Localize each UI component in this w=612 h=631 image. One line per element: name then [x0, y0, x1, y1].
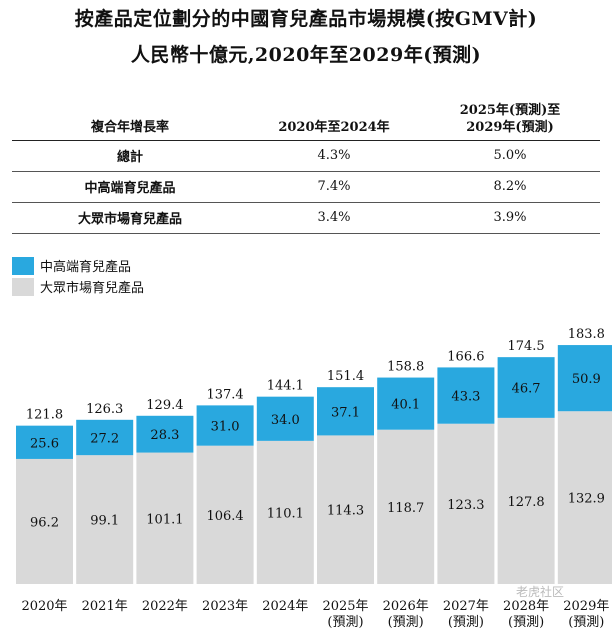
legend-label-mass: 大眾市場育兒產品	[40, 281, 145, 296]
data-label-mass: 110.1	[267, 506, 304, 521]
row-premium-v2: 8.2%	[493, 179, 527, 194]
data-label-premium: 40.1	[391, 398, 420, 413]
x-tick-label: 2022年	[142, 599, 188, 614]
x-tick-label: 2023年	[202, 599, 248, 614]
x-tick-label: 2028年	[503, 599, 549, 614]
row-total-v1: 4.3%	[317, 148, 351, 163]
data-label-total: 129.4	[146, 398, 183, 413]
bar-premium	[256, 396, 314, 441]
data-label-total: 166.6	[447, 349, 484, 364]
bar-mass	[497, 417, 555, 584]
x-tick-label: 2025年	[322, 599, 368, 614]
legend-item-premium: 中高端育兒產品	[12, 256, 131, 275]
chart-title: 按產品定位劃分的中國育兒產品市場規模(按GMV計)	[74, 8, 538, 30]
table-row: 總計 4.3% 5.0%	[12, 140, 600, 171]
x-tick-label: (預測)	[568, 615, 604, 630]
bar-premium	[377, 377, 435, 430]
data-label-mass: 123.3	[447, 498, 484, 513]
data-label-premium: 34.0	[271, 413, 300, 428]
data-label-mass: 101.1	[146, 512, 183, 527]
bar-mass	[437, 423, 495, 584]
row-mass-v2: 3.9%	[493, 210, 527, 225]
bar-premium	[76, 419, 134, 456]
cagr-table-header: 複合年增長率 2020年至2024年 2025年(預測)至 2029年(預測)	[12, 96, 600, 140]
data-label-mass: 106.4	[206, 509, 243, 524]
cagr-table: 複合年增長率 2020年至2024年 2025年(預測)至 2029年(預測) 總…	[12, 96, 600, 234]
data-label-premium: 37.1	[331, 405, 360, 420]
legend-swatch-premium	[12, 256, 34, 275]
bar-mass	[377, 429, 435, 584]
row-mass-v1: 3.4%	[317, 210, 351, 225]
x-tick-label: 2024年	[262, 599, 308, 614]
bar-mass	[136, 452, 194, 584]
data-label-premium: 25.6	[30, 436, 59, 451]
data-label-total: 174.5	[507, 339, 544, 354]
bar-premium	[497, 357, 555, 418]
x-tick-label: 2026年	[383, 599, 429, 614]
data-label-total: 183.8	[568, 327, 605, 342]
row-premium-v1: 7.4%	[317, 179, 351, 194]
bar-mass	[16, 458, 73, 584]
chart-subtitle: 人民幣十億元,2020年至2029年(預測)	[130, 44, 482, 66]
bar-mass	[196, 445, 254, 584]
x-tick-label: 2020年	[21, 599, 67, 614]
data-label-mass: 96.2	[30, 515, 59, 530]
x-tick-label: (預測)	[388, 615, 424, 630]
x-tick-label: (預測)	[327, 615, 363, 630]
cagr-header-period1: 2020年至2024年	[278, 119, 390, 135]
data-label-premium: 43.3	[451, 390, 480, 405]
legend-label-premium: 中高端育兒產品	[40, 260, 132, 275]
x-tick-label: 2021年	[82, 599, 128, 614]
data-label-total: 151.4	[327, 369, 364, 384]
data-label-mass: 114.3	[327, 504, 364, 519]
bar-mass	[256, 440, 314, 584]
data-label-total: 144.1	[267, 379, 304, 394]
x-tick-label: (預測)	[448, 615, 484, 630]
data-label-total: 121.8	[26, 408, 63, 423]
legend-swatch-mass	[12, 277, 34, 296]
data-label-total: 137.4	[206, 387, 243, 402]
x-tick-label: (預測)	[508, 615, 544, 630]
bar-mass	[557, 411, 612, 584]
data-label-premium: 46.7	[512, 382, 541, 397]
cagr-header-period2: 2025年(預測)至 2029年(預測)	[459, 102, 561, 135]
bar-premium	[317, 387, 374, 436]
table-row: 大眾市場育兒產品 3.4% 3.9%	[12, 202, 600, 233]
bar-mass	[317, 435, 374, 584]
data-label-mass: 127.8	[507, 495, 544, 510]
x-tick-label: 2029年	[563, 599, 609, 614]
bar-premium	[437, 367, 495, 424]
row-label-total: 總計	[116, 150, 143, 165]
legend-item-mass: 大眾市場育兒產品	[12, 277, 144, 296]
data-label-premium: 28.3	[150, 428, 179, 443]
table-row: 中高端育兒產品 7.4% 8.2%	[12, 171, 600, 202]
watermark: 老虎社区	[516, 585, 565, 599]
data-label-premium: 50.9	[572, 372, 601, 387]
x-tick-label: 2027年	[443, 599, 489, 614]
data-label-mass: 132.9	[568, 492, 605, 507]
row-label-mass: 大眾市場育兒產品	[77, 212, 182, 227]
row-total-v2: 5.0%	[493, 148, 527, 163]
data-label-premium: 31.0	[211, 420, 240, 435]
data-label-total: 126.3	[86, 402, 123, 417]
data-label-premium: 27.2	[90, 431, 119, 446]
cagr-header-label: 複合年增長率	[90, 119, 169, 135]
data-label-mass: 118.7	[387, 501, 424, 516]
row-label-premium: 中高端育兒產品	[84, 181, 176, 196]
data-label-mass: 99.1	[90, 514, 119, 529]
bar-mass	[76, 455, 134, 584]
data-label-total: 158.8	[387, 360, 424, 375]
bar-premium	[136, 415, 194, 453]
bar-premium	[196, 405, 254, 446]
bar-premium	[16, 425, 73, 459]
bar-premium	[557, 345, 612, 412]
